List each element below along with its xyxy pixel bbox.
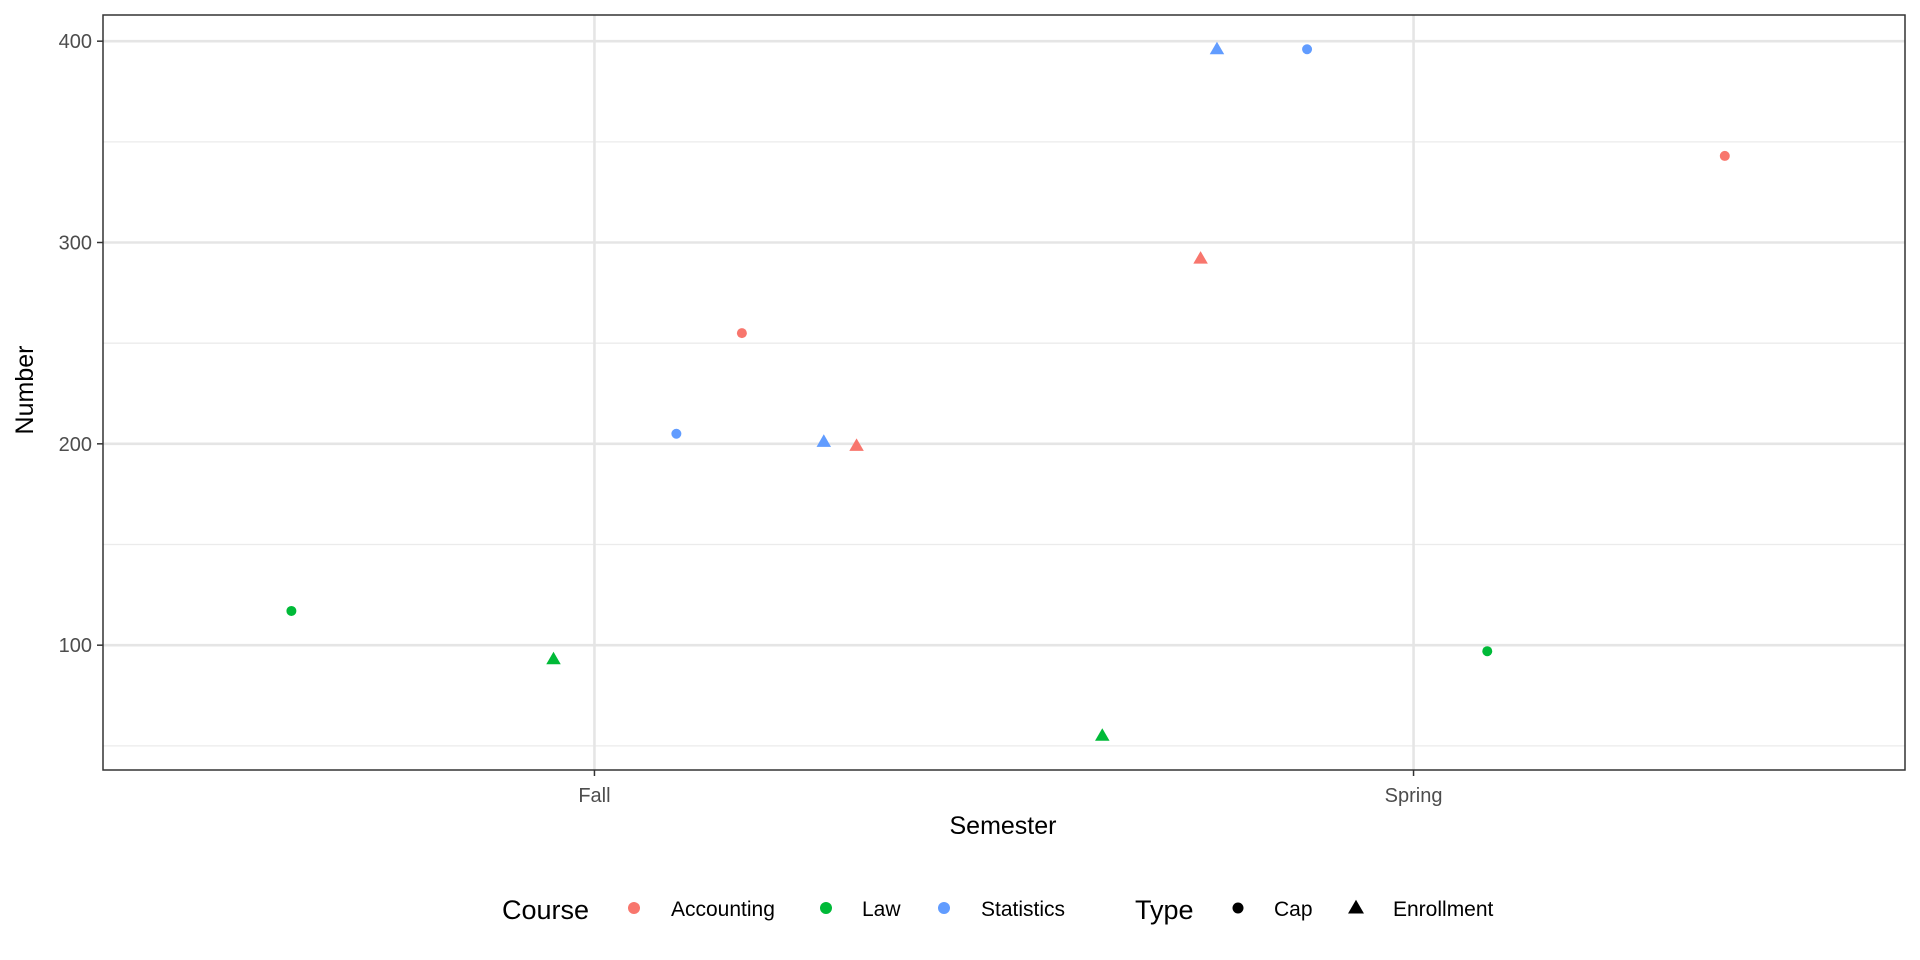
data-point-statistics-enrollment — [1209, 41, 1225, 55]
legend-course-label: Law — [862, 898, 901, 921]
x-tick-label: Spring — [1385, 785, 1443, 807]
axes: 100 200 300 400 Fall Spring — [59, 14, 1906, 807]
data-point-statistics-cap — [671, 428, 682, 439]
data-point-law-cap — [286, 605, 297, 616]
data-point-accounting-enrollment — [1193, 251, 1208, 264]
data-point-law-enrollment — [1095, 728, 1110, 741]
data-point-statistics-cap — [1302, 44, 1313, 55]
y-tick-label: 300 — [59, 233, 92, 255]
legend-type-key-cap — [1232, 902, 1244, 914]
y-tick-label: 400 — [59, 31, 92, 53]
y-axis-title: Number — [11, 346, 39, 435]
legend: Course Accounting Law Statistics Type Cap E… — [502, 895, 1494, 925]
legend-course-key-law — [820, 902, 832, 914]
legend-course-label: Statistics — [981, 898, 1065, 921]
legend-type-key-enrollment — [1348, 899, 1364, 914]
legend-type-items: Cap Enrollment — [1232, 898, 1494, 921]
legend-type-label: Cap — [1274, 898, 1313, 921]
grid-lines — [103, 15, 1905, 770]
legend-course-title: Course — [502, 895, 589, 925]
legend-course-label: Accounting — [671, 898, 775, 921]
legend-type-title: Type — [1135, 895, 1194, 925]
data-points — [286, 41, 1730, 741]
legend-course-key-accounting — [628, 902, 640, 914]
data-point-accounting-enrollment — [849, 438, 864, 451]
panel-border — [102, 14, 1906, 771]
y-tick-label: 100 — [59, 635, 92, 657]
legend-course-items: Accounting Law Statistics — [628, 898, 1065, 921]
data-point-accounting-cap — [736, 328, 747, 339]
data-point-statistics-enrollment — [816, 434, 832, 447]
legend-type-label: Enrollment — [1393, 898, 1494, 921]
legend-course-key-statistics — [938, 902, 950, 914]
data-point-law-cap — [1482, 646, 1493, 657]
data-point-law-enrollment — [546, 651, 561, 665]
y-tick-label: 200 — [59, 434, 92, 456]
x-tick-label: Fall — [578, 785, 610, 807]
data-point-accounting-cap — [1719, 150, 1730, 161]
x-axis-title: Semester — [950, 812, 1057, 840]
